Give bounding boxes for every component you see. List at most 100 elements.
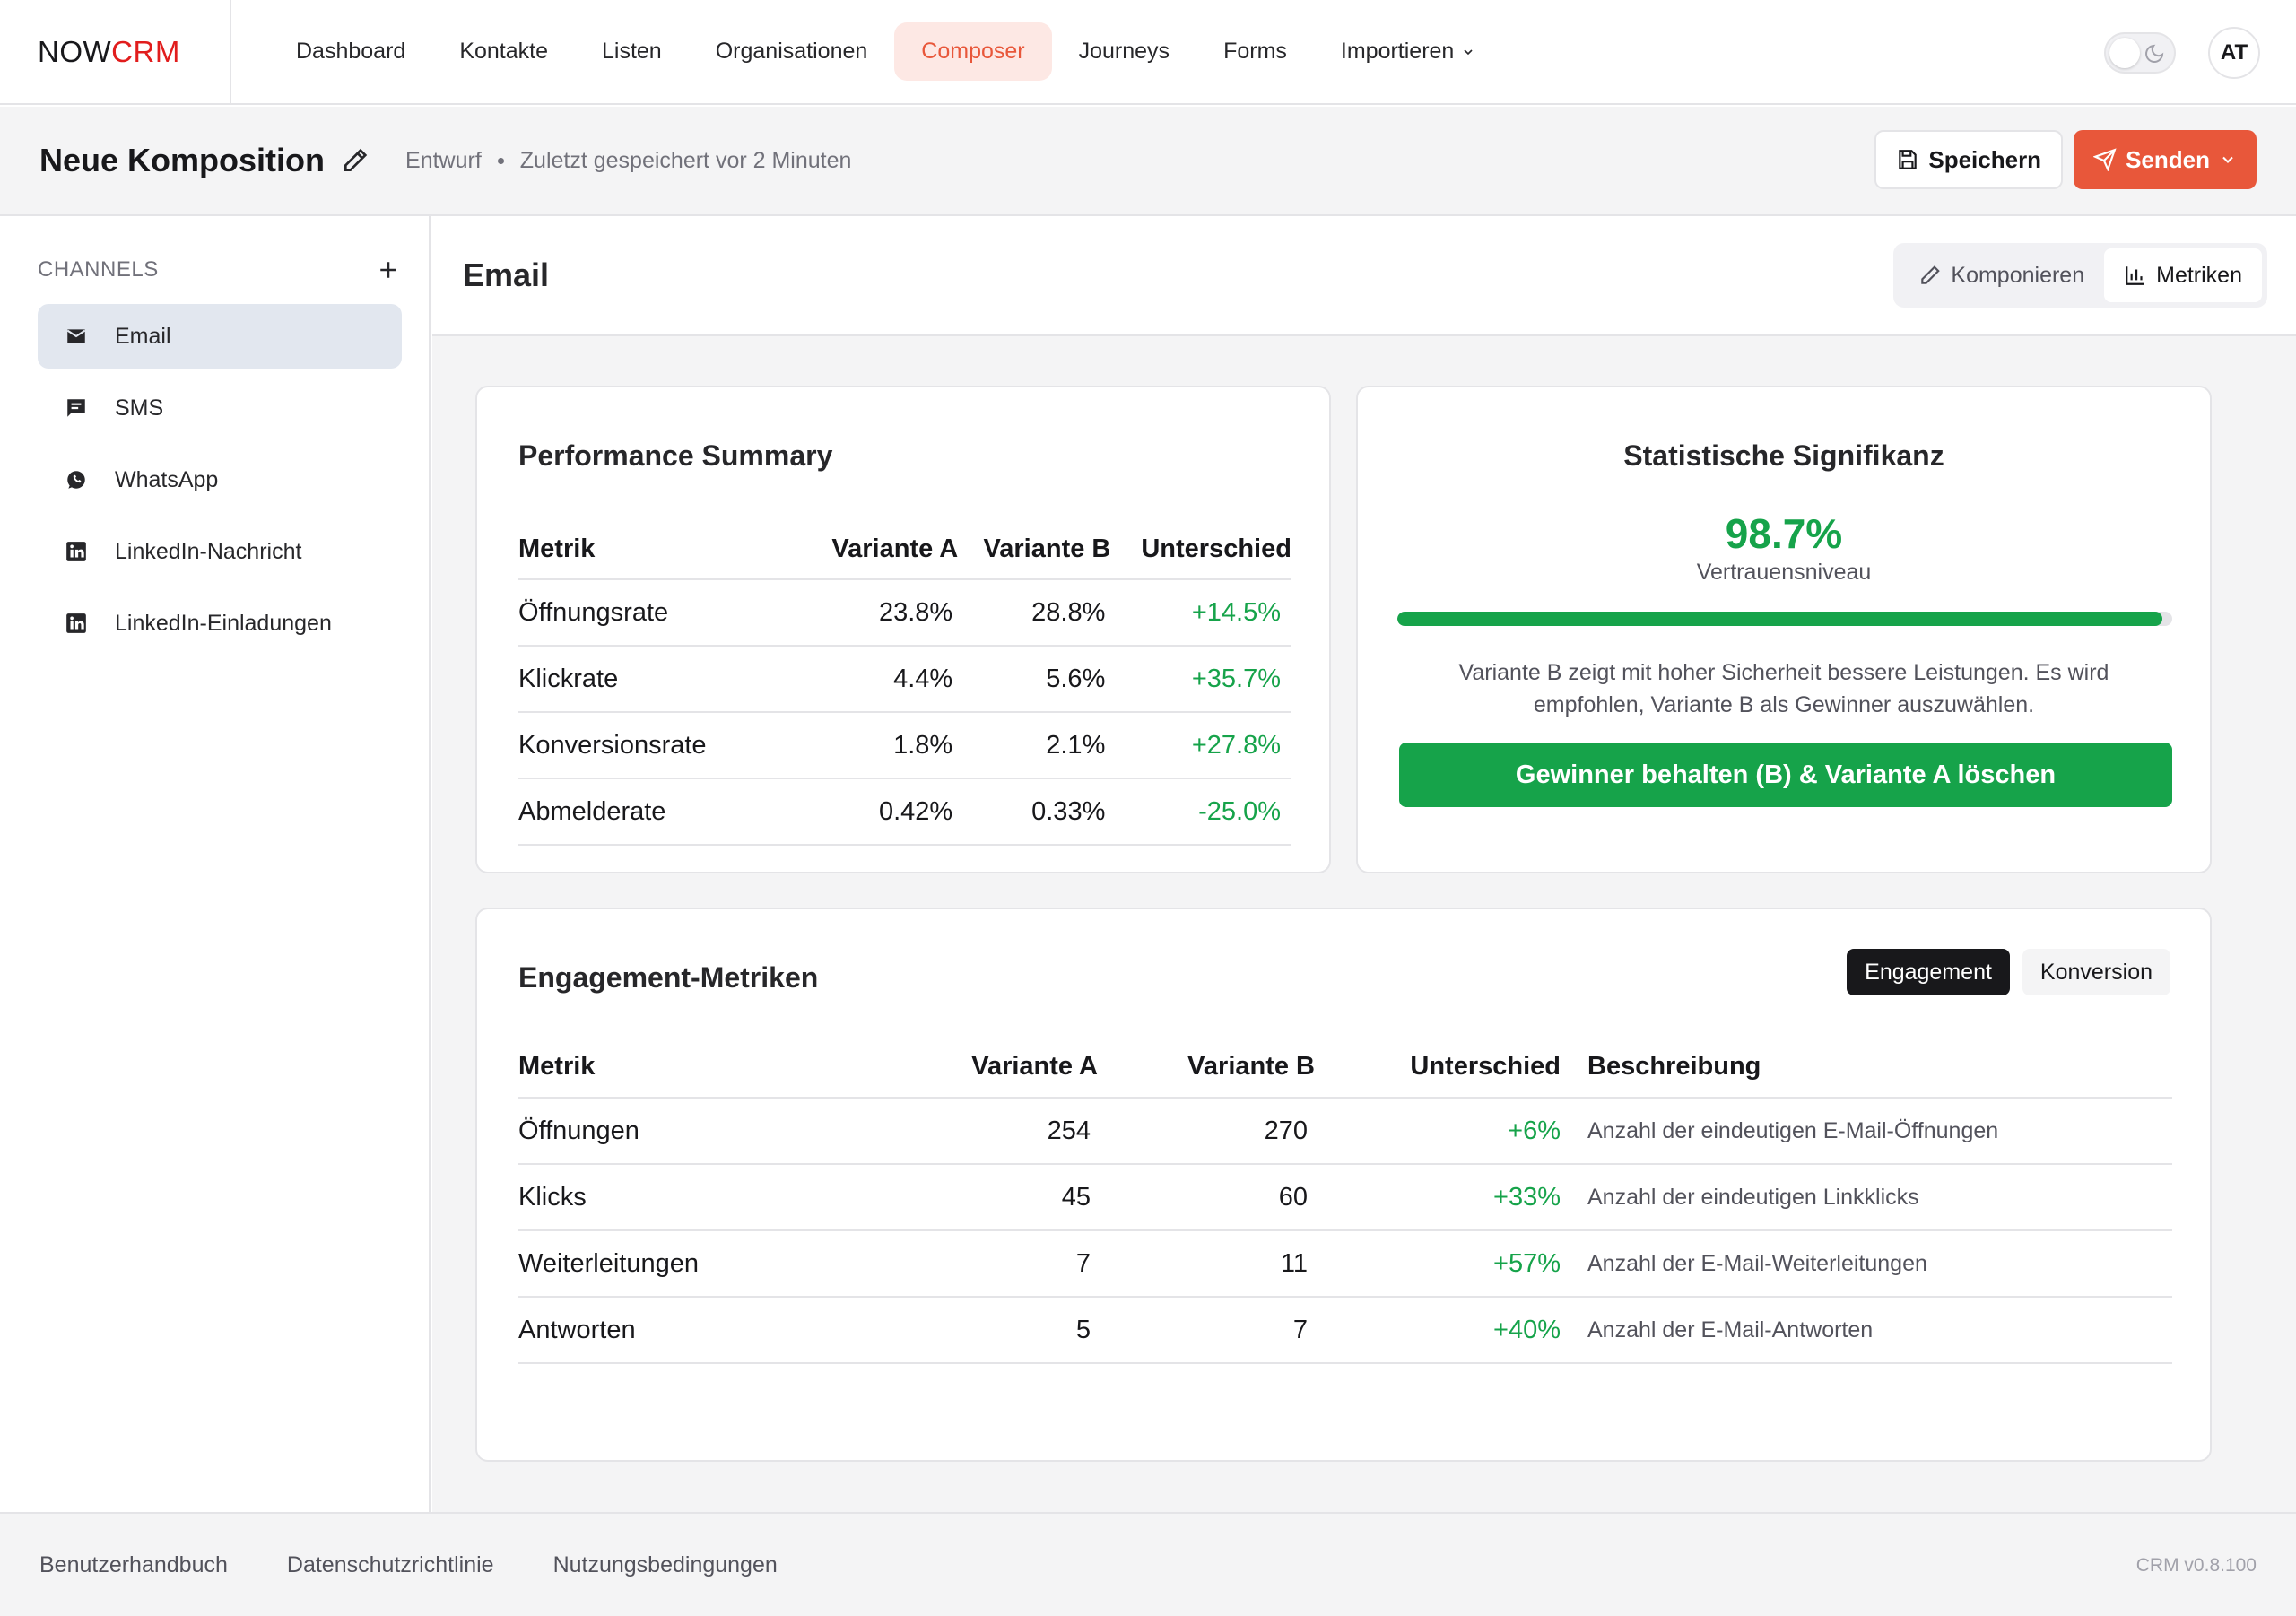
sidebar-item-label: SMS <box>115 395 164 421</box>
nav-dashboard[interactable]: Dashboard <box>269 22 432 81</box>
mail-icon <box>66 329 86 343</box>
metric-name: Antworten <box>518 1297 891 1364</box>
difference-value: +40% <box>1326 1297 1561 1364</box>
footer-link-privacy[interactable]: Datenschutzrichtlinie <box>286 1551 494 1577</box>
table-row: Klicks 45 60 +33% Anzahl der eindeutigen… <box>518 1164 2172 1231</box>
nav-journeys[interactable]: Journeys <box>1052 22 1196 81</box>
col-header: Variante B <box>1109 1037 1326 1099</box>
send-icon <box>2093 148 2117 171</box>
save-button[interactable]: Speichern <box>1874 130 2064 189</box>
metric-name: Öffnungsrate <box>518 579 812 647</box>
table-row: Antworten 5 7 +40% Anzahl der E-Mail-Ant… <box>518 1297 2172 1364</box>
top-navigation: NOW CRM Dashboard Kontakte Listen Organis… <box>0 0 2296 105</box>
variant-b-value: 2.1% <box>963 712 1117 779</box>
nav-listen[interactable]: Listen <box>575 22 689 81</box>
save-label: Speichern <box>1928 145 2042 173</box>
composition-meta: Entwurf Zuletzt gespeichert vor 2 Minute… <box>405 148 851 174</box>
recommendation-text: Variante B zeigt mit hoher Sicherheit be… <box>1458 660 2109 717</box>
nav-label: Dashboard <box>296 39 406 64</box>
variant-a-value: 254 <box>891 1098 1109 1165</box>
page-title: Neue Komposition <box>39 142 326 178</box>
variant-a-value: 7 <box>891 1230 1109 1298</box>
table-row: Konversionsrate 1.8% 2.1% +27.8% <box>518 712 1292 779</box>
footer-link-user-manual[interactable]: Benutzerhandbuch <box>39 1551 228 1577</box>
card-title: Performance Summary <box>518 439 833 472</box>
sidebar-item-linkedin-message[interactable]: LinkedIn-Nachricht <box>38 519 402 584</box>
metric-description: Anzahl der eindeutigen Linkklicks <box>1561 1164 2172 1231</box>
sidebar-item-label: LinkedIn-Einladungen <box>115 610 332 636</box>
variant-a-value: 45 <box>891 1164 1109 1231</box>
nav-label: Composer <box>921 39 1025 64</box>
sidebar-item-sms[interactable]: SMS <box>38 376 402 440</box>
nav-composer[interactable]: Composer <box>894 22 1052 81</box>
tab-konversion[interactable]: Konversion <box>2022 949 2170 995</box>
send-button[interactable]: Senden <box>2074 130 2257 189</box>
variant-a-value: 5 <box>891 1297 1109 1364</box>
difference-value: +57% <box>1326 1230 1561 1298</box>
chevron-down-icon <box>2222 156 2233 163</box>
sidebar-item-linkedin-invitations[interactable]: LinkedIn-Einladungen <box>38 591 402 656</box>
nav-label: Kontakte <box>459 39 548 64</box>
nav-kontakte[interactable]: Kontakte <box>432 22 575 81</box>
confidence-value: 98.7% <box>1725 510 1843 557</box>
engagement-table: Metrik Variante A Variante B Unterschied… <box>518 1037 2172 1364</box>
nav-forms[interactable]: Forms <box>1196 22 1314 81</box>
significance-card: Statistische Signifikanz 98.7% Vertrauen… <box>1356 386 2212 873</box>
nav-importieren[interactable]: Importieren <box>1314 22 1502 81</box>
variant-a-value: 1.8% <box>811 712 964 779</box>
difference-value: -25.0% <box>1116 778 1292 846</box>
table-header-row: Metrik Variante A Variante B Unterschied… <box>518 1037 2172 1099</box>
table-row: Öffnungsrate 23.8% 28.8% +14.5% <box>518 579 1292 647</box>
chevron-down-icon <box>1464 48 1473 55</box>
nav-label: Journeys <box>1078 39 1170 64</box>
metric-name: Klickrate <box>518 646 812 713</box>
difference-value: +14.5% <box>1116 579 1292 647</box>
footer: Benutzerhandbuch Datenschutzrichtlinie N… <box>0 1512 2296 1616</box>
add-channel-icon[interactable] <box>375 256 402 283</box>
table-row: Klickrate 4.4% 5.6% +35.7% <box>518 646 1292 713</box>
difference-value: +33% <box>1326 1164 1561 1231</box>
variant-b-value: 270 <box>1109 1098 1326 1165</box>
tab-komponieren[interactable]: Komponieren <box>1899 248 2104 302</box>
table-row: Weiterleitungen 7 11 +57% Anzahl der E-M… <box>518 1230 2172 1298</box>
linkedin-icon <box>66 613 86 633</box>
tab-metriken[interactable]: Metriken <box>2104 248 2262 302</box>
col-header: Unterschied <box>1116 520 1292 580</box>
col-header: Metrik <box>518 1037 891 1099</box>
user-avatar[interactable]: AT <box>2208 27 2260 79</box>
performance-summary-card: Performance Summary Metrik Variante A Va… <box>475 386 1331 873</box>
status-label: Entwurf <box>405 147 482 173</box>
performance-table: Metrik Variante A Variante B Unterschied… <box>518 520 1292 846</box>
whatsapp-icon <box>67 471 85 489</box>
tab-label: Komponieren <box>1951 262 2085 288</box>
engagement-tabs: Engagement Konversion <box>1847 949 2170 995</box>
footer-link-terms[interactable]: Nutzungsbedingungen <box>552 1551 778 1577</box>
card-title: Engagement-Metriken <box>518 961 819 994</box>
metric-name: Öffnungen <box>518 1098 891 1165</box>
edit-title-icon[interactable] <box>341 146 370 175</box>
keep-winner-button[interactable]: Gewinner behalten (B) & Variante A lösch… <box>1399 743 2172 807</box>
sidebar-item-whatsapp[interactable]: WhatsApp <box>38 447 402 512</box>
col-header: Beschreibung <box>1561 1037 2172 1099</box>
nav-links: Dashboard Kontakte Listen Organisationen… <box>269 22 1502 81</box>
tab-label: Metriken <box>2156 262 2242 288</box>
variant-b-value: 5.6% <box>963 646 1117 713</box>
linkedin-icon <box>66 542 86 561</box>
logo[interactable]: NOW CRM <box>0 0 231 104</box>
variant-b-value: 11 <box>1109 1230 1326 1298</box>
variant-a-value: 4.4% <box>811 646 964 713</box>
confidence-label: Vertrauensniveau <box>1696 560 1872 585</box>
metric-name: Abmelderate <box>518 778 812 846</box>
nav-label: Listen <box>602 39 662 64</box>
col-header: Variante A <box>811 520 964 580</box>
theme-toggle[interactable] <box>2104 32 2176 74</box>
tab-engagement[interactable]: Engagement <box>1847 949 2010 995</box>
nav-organisationen[interactable]: Organisationen <box>689 22 895 81</box>
pencil-icon <box>1921 265 1941 284</box>
table-row: Abmelderate 0.42% 0.33% -25.0% <box>518 778 1292 846</box>
variant-b-value: 60 <box>1109 1164 1326 1231</box>
variant-b-value: 0.33% <box>963 778 1117 846</box>
table-header-row: Metrik Variante A Variante B Unterschied <box>518 520 1292 580</box>
sidebar-item-email[interactable]: Email <box>38 304 402 369</box>
variant-a-value: 0.42% <box>811 778 964 846</box>
